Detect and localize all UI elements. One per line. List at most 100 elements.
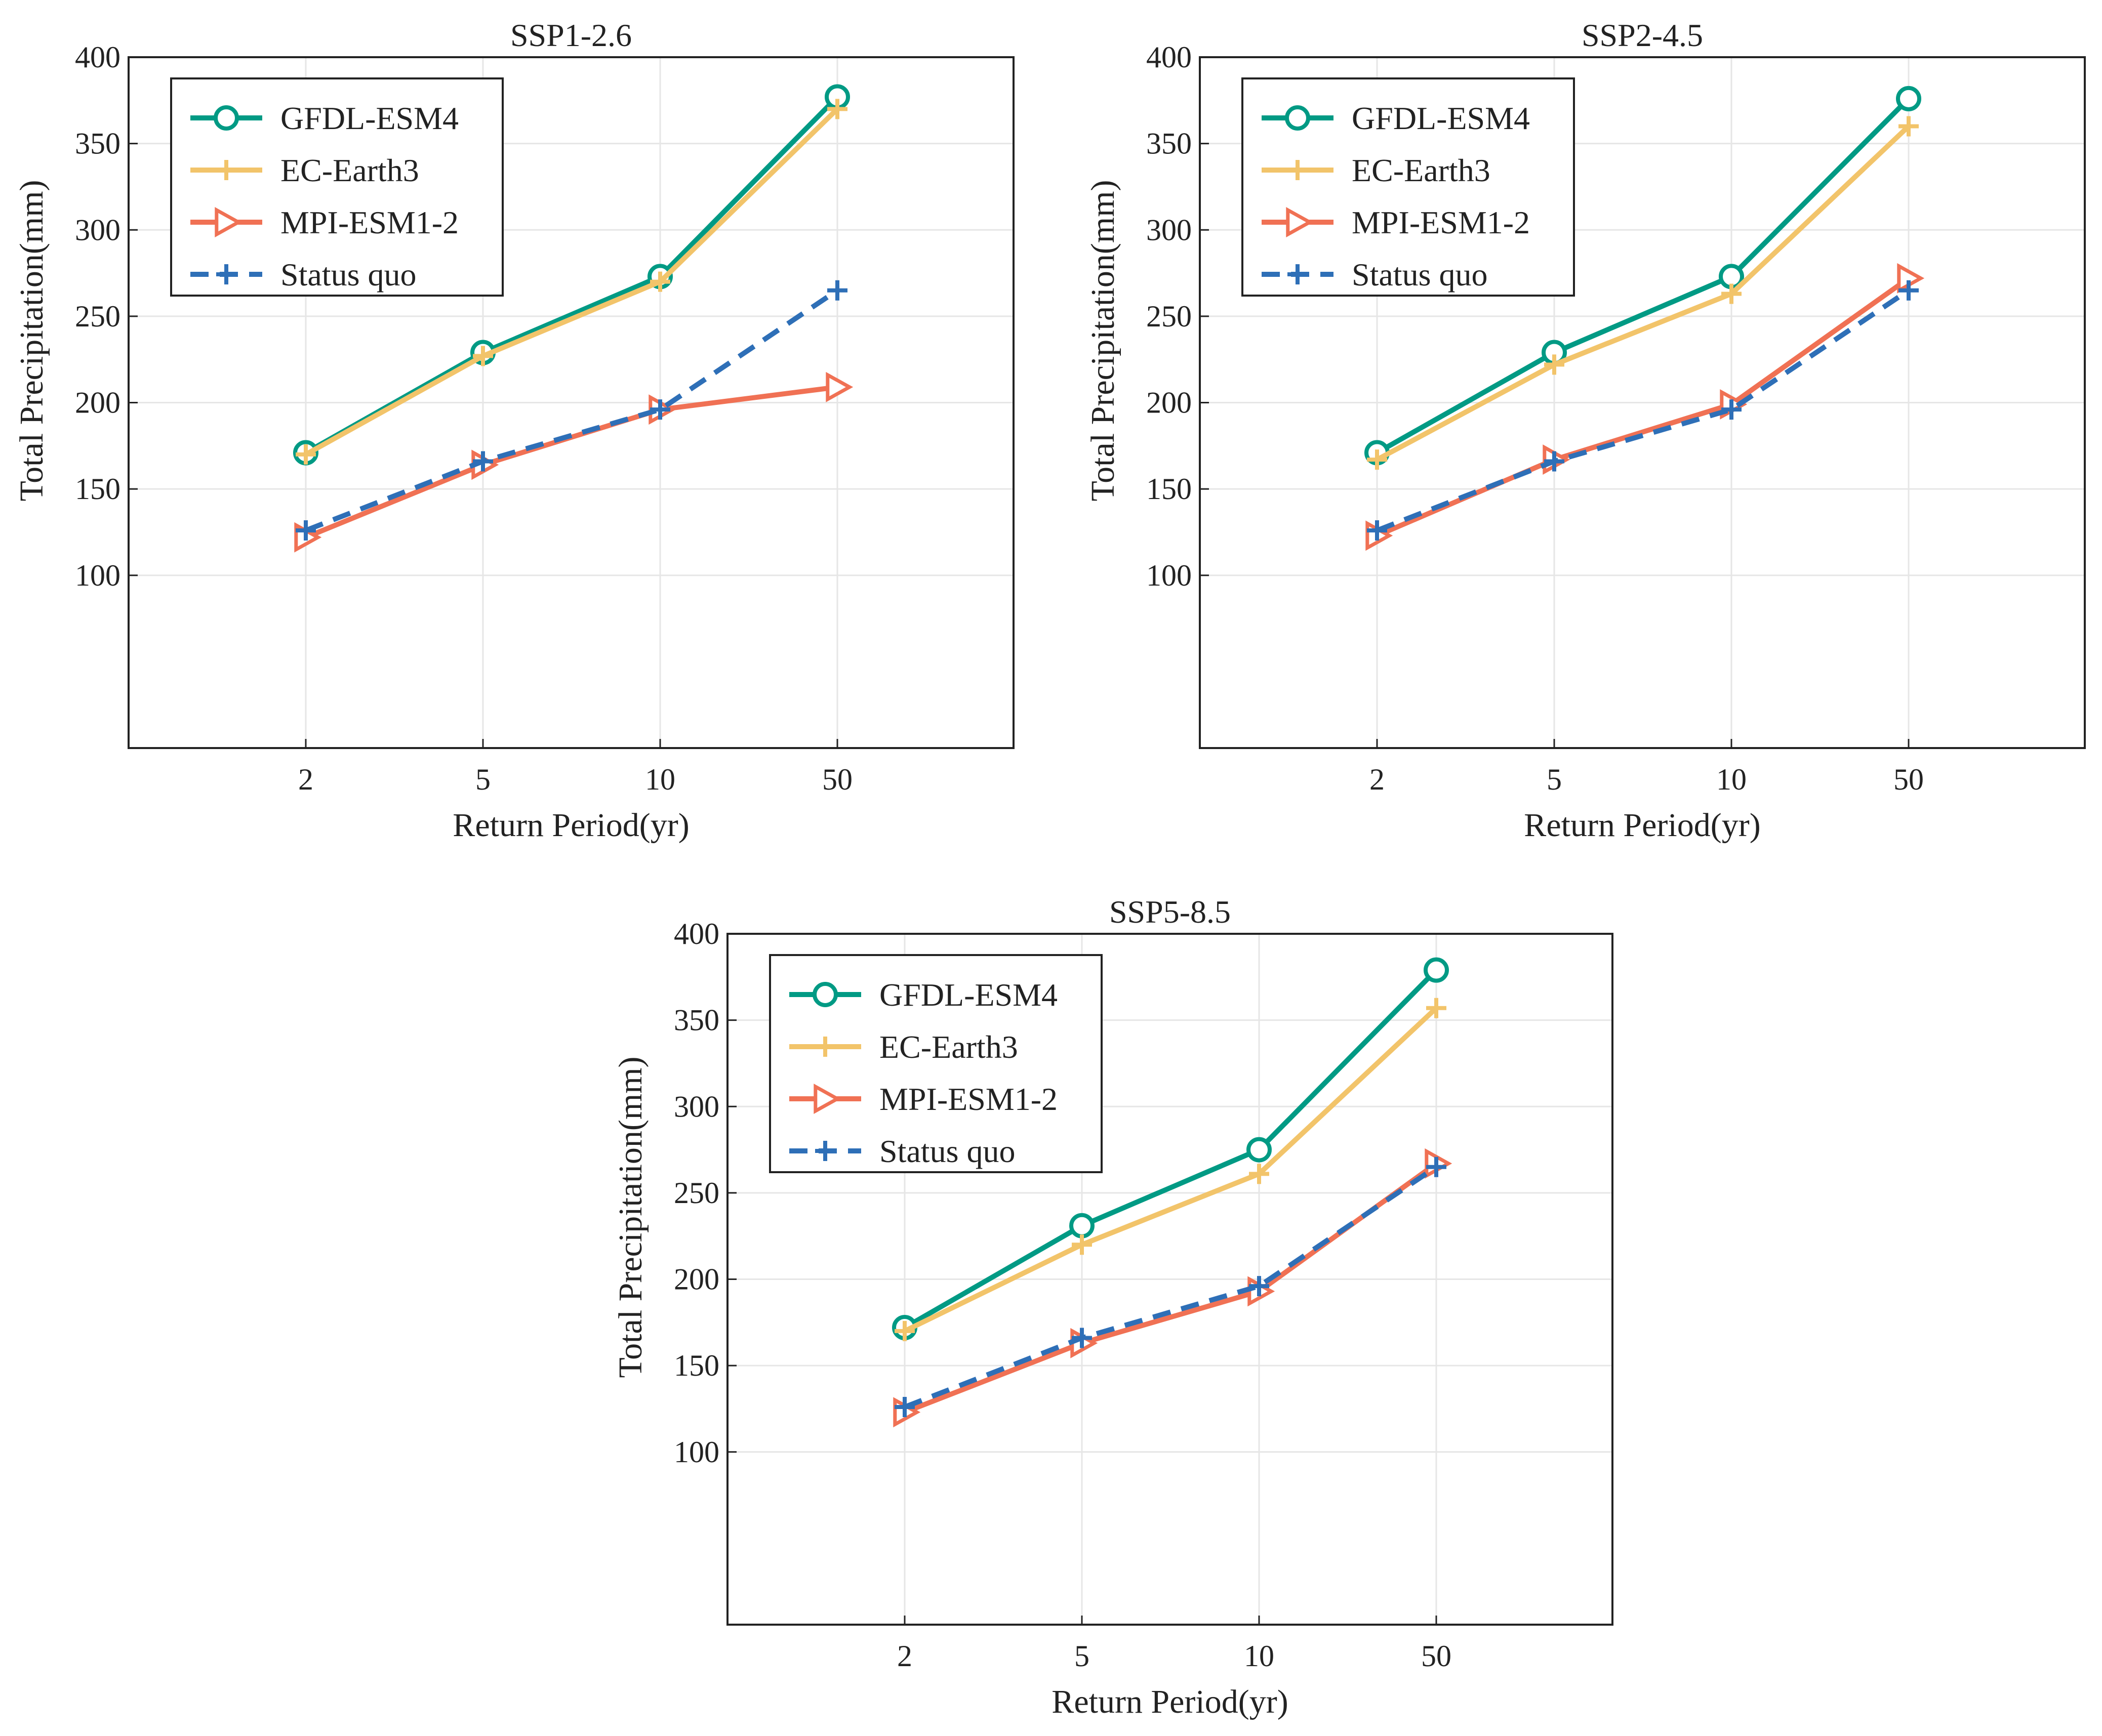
chart-title: SSP1-2.6 [510, 17, 632, 53]
legend-marker [1285, 105, 1310, 131]
data-point [296, 444, 316, 465]
series-status-quo [296, 280, 847, 541]
series-line [304, 107, 839, 457]
data-point [473, 451, 493, 472]
series-status-quo [895, 1156, 1446, 1418]
data-point [895, 1397, 915, 1418]
series-line [1376, 124, 1911, 462]
x-axis-label: Return Period(yr) [453, 807, 689, 844]
x-tick-label: 50 [1893, 763, 1924, 796]
chart-title: SSP2-4.5 [1582, 17, 1703, 53]
legend-item: EC-Earth3 [190, 152, 419, 188]
data-point [1426, 1156, 1446, 1177]
x-tick-label: 2 [1369, 763, 1385, 796]
legend-label: GFDL-ESM4 [879, 977, 1058, 1013]
series-line [1376, 288, 1910, 533]
data-point [1246, 1137, 1272, 1163]
x-tick-label: 5 [1074, 1639, 1089, 1673]
legend-label: EC-Earth3 [1352, 152, 1490, 188]
data-point [1424, 957, 1449, 983]
legend: GFDL-ESM4 EC-Earth3 MPI-ESM1-2 Status quo [170, 77, 504, 297]
data-point [296, 520, 316, 541]
x-axis-label: Return Period(yr) [1524, 807, 1760, 844]
x-tick-label: 10 [1244, 1639, 1274, 1673]
legend-marker [1286, 207, 1314, 237]
y-tick-label: 100 [674, 1435, 719, 1469]
axes-frame [128, 56, 1015, 749]
legend-marker [1287, 264, 1308, 284]
legend-label: GFDL-ESM4 [1352, 100, 1530, 136]
legend-marker [815, 1037, 835, 1057]
y-tick-label: 400 [75, 40, 120, 74]
series-status-quo [1367, 280, 1919, 541]
y-tick-label: 250 [75, 300, 120, 333]
legend-item: Status quo [190, 257, 416, 293]
data-point [895, 1320, 915, 1341]
legend-item: GFDL-ESM4 [1262, 100, 1530, 136]
legend-label: EC-Earth3 [280, 152, 419, 188]
data-point [1249, 1164, 1269, 1184]
legend-item: MPI-ESM1-2 [1262, 204, 1530, 240]
data-point [650, 399, 670, 420]
series-ec-earth3 [895, 998, 1446, 1341]
legend-item: Status quo [1262, 257, 1487, 293]
y-axis-label: Total Precipitation(mm) [612, 1056, 649, 1378]
legend-item: GFDL-ESM4 [190, 100, 459, 136]
legend-label: Status quo [879, 1133, 1015, 1169]
y-tick-label: 350 [674, 1004, 719, 1037]
legend-label: MPI-ESM1-2 [879, 1081, 1058, 1117]
data-point [1367, 520, 1387, 541]
data-point [1896, 86, 1921, 111]
x-tick-label: 5 [475, 763, 491, 796]
chart-panel-2: 100 150 200 250 300 350 400 2 5 10 50 SSP2-4.5 Retur… [1084, 17, 2086, 844]
data-point [1426, 998, 1446, 1018]
legend: GFDL-ESM4 EC-Earth3 MPI-ESM1-2 Status quo [769, 954, 1103, 1173]
series-line [904, 1165, 1438, 1410]
y-axis-label: Total Precipitation(mm) [1084, 180, 1121, 501]
x-tick-label: 2 [897, 1639, 912, 1673]
y-tick-label: 200 [75, 386, 120, 420]
y-tick-label: 150 [75, 472, 120, 506]
x-tick-label: 10 [645, 763, 675, 796]
series-line [903, 1006, 1438, 1334]
y-tick-label: 150 [1146, 472, 1192, 506]
legend-label: MPI-ESM1-2 [1352, 204, 1530, 240]
legend-marker [216, 264, 236, 284]
data-point [473, 346, 493, 366]
data-point [1544, 451, 1564, 472]
legend: GFDL-ESM4 EC-Earth3 MPI-ESM1-2 Status quo [1241, 77, 1575, 297]
data-point [1721, 283, 1742, 304]
data-point [650, 271, 670, 292]
y-axis-label: Total Precipitation(mm) [13, 180, 50, 501]
legend-marker [216, 160, 236, 180]
data-point [1072, 1234, 1092, 1255]
series-line [903, 968, 1438, 1330]
legend-item: EC-Earth3 [789, 1029, 1018, 1065]
x-axis-label: Return Period(yr) [1052, 1683, 1288, 1720]
legend-label: EC-Earth3 [879, 1029, 1018, 1065]
legend-marker [214, 105, 239, 131]
legend-item: EC-Earth3 [1262, 152, 1490, 188]
series-ec-earth3 [296, 99, 847, 465]
legend-item: GFDL-ESM4 [789, 977, 1058, 1013]
data-point [1249, 1276, 1269, 1297]
y-tick-label: 400 [1146, 40, 1192, 74]
x-tick-label: 2 [298, 763, 313, 796]
legend-marker [813, 982, 838, 1007]
y-tick-label: 250 [1146, 300, 1192, 333]
series-line [1376, 97, 1911, 455]
legend-label: Status quo [1352, 257, 1487, 293]
data-point [827, 280, 847, 301]
x-tick-label: 50 [822, 763, 853, 796]
chart-title: SSP5-8.5 [1109, 894, 1231, 930]
chart-panel-1: 100 150 200 250 300 350 400 2 5 10 50 SSP1-2.6 Retur… [13, 17, 1015, 844]
data-point [827, 99, 847, 119]
data-point [826, 371, 854, 402]
series-ec-earth3 [1367, 116, 1919, 470]
x-tick-label: 10 [1716, 763, 1747, 796]
chart-panel-3: 100 150 200 250 300 350 400 2 5 10 50 SSP5-8.5 Retur… [612, 894, 1613, 1720]
data-point [1898, 116, 1919, 137]
legend-marker [1287, 160, 1308, 180]
legend-item: MPI-ESM1-2 [190, 204, 459, 240]
